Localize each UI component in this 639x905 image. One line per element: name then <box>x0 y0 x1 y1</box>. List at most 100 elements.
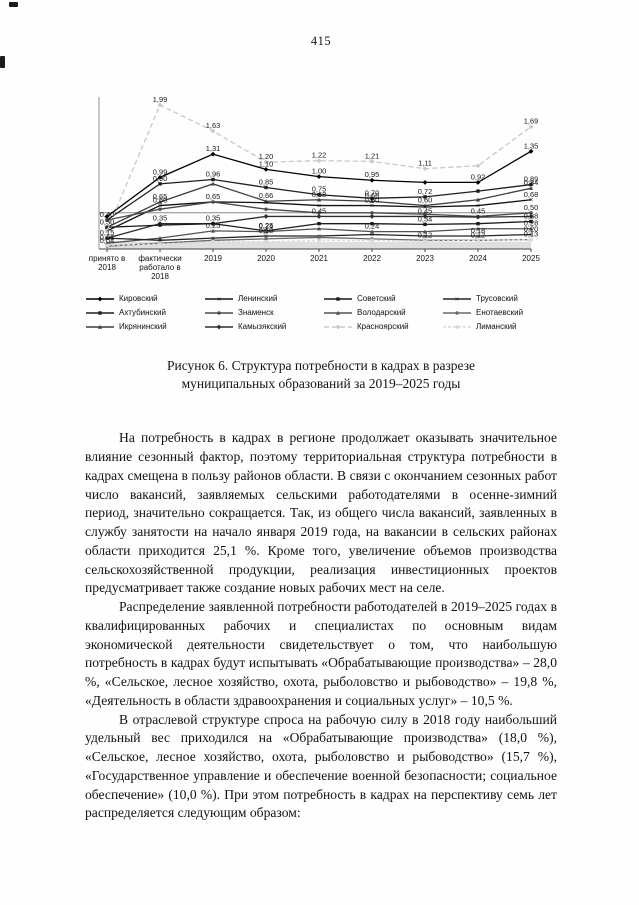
page-number: 415 <box>310 34 332 48</box>
svg-text:0,68: 0,68 <box>524 190 538 199</box>
caption-line: муниципальных образований за 2019–2025 г… <box>181 376 461 392</box>
svg-text:0,18: 0,18 <box>259 226 273 235</box>
svg-text:×: × <box>423 204 427 211</box>
svg-text:0,65: 0,65 <box>206 192 220 201</box>
legend-item: Знаменск <box>204 306 319 319</box>
svg-text:×: × <box>264 200 268 207</box>
legend-label: Лиманский <box>476 322 517 331</box>
legend-item: Икрянинский <box>85 320 200 333</box>
legend-item: × Ленинский <box>204 292 319 305</box>
svg-text:0,12: 0,12 <box>471 230 485 239</box>
svg-text:0,35: 0,35 <box>153 214 167 223</box>
svg-text:0,45: 0,45 <box>418 206 432 215</box>
svg-text:×: × <box>158 203 162 210</box>
legend-swatch-icon <box>324 324 352 329</box>
legend-item: Советский <box>323 292 438 305</box>
svg-text:0,68: 0,68 <box>312 190 326 199</box>
paragraph: В отраслевой структуре спроса на рабочую… <box>85 711 557 821</box>
legend-label: Красноярский <box>357 322 409 331</box>
svg-text:0,66: 0,66 <box>259 191 273 200</box>
legend-item: Кировский <box>85 292 200 305</box>
caption-line: Рисунок 6. Структура потребности в кадра… <box>166 358 476 373</box>
legend-item: Володарский <box>323 306 438 319</box>
svg-text:0,95: 0,95 <box>365 170 379 179</box>
svg-text:1,20: 1,20 <box>259 152 273 161</box>
figure-caption: Рисунок 6. Структура потребности в кадра… <box>85 357 557 393</box>
svg-text:2018: 2018 <box>151 272 169 281</box>
svg-text:0,99: 0,99 <box>153 167 167 176</box>
chart-legend: Кировский Ахтубинский Икрянинский × Ленински… <box>85 292 557 333</box>
svg-text:×: × <box>105 236 109 243</box>
svg-text:0,38: 0,38 <box>524 211 538 220</box>
svg-text:0,25: 0,25 <box>206 221 220 230</box>
body-text: На потребность в кадрах в регионе продол… <box>85 429 557 823</box>
svg-text:×: × <box>529 197 533 204</box>
legend-label: Камызякский <box>238 322 287 331</box>
svg-text:0,96: 0,96 <box>206 170 220 179</box>
line-chart: ××××××××××××××××××0,991,311,101,000,950,… <box>83 87 557 287</box>
svg-text:2018: 2018 <box>98 263 116 272</box>
legend-swatch-icon <box>324 310 352 315</box>
legend-label: Володарский <box>357 308 406 317</box>
svg-text:2020: 2020 <box>257 254 275 263</box>
svg-text:0,30: 0,30 <box>100 217 114 226</box>
svg-text:принято в: принято в <box>89 254 126 263</box>
legend-swatch-icon <box>86 324 114 329</box>
svg-text:0,45: 0,45 <box>471 206 485 215</box>
svg-text:2024: 2024 <box>469 254 487 263</box>
legend-item: × Трусовский <box>442 292 557 305</box>
svg-text:0,24: 0,24 <box>365 222 379 231</box>
svg-text:1,22: 1,22 <box>312 151 326 160</box>
paragraph: На потребность в кадрах в регионе продол… <box>85 430 557 596</box>
svg-text:×: × <box>317 203 321 210</box>
chart-svg: ××××××××××××××××××0,991,311,101,000,950,… <box>89 95 541 281</box>
svg-text:работало в: работало в <box>139 263 180 272</box>
legend-swatch-icon <box>443 324 471 329</box>
legend-swatch-icon <box>205 310 233 315</box>
svg-text:×: × <box>476 203 480 210</box>
svg-text:1,21: 1,21 <box>365 151 379 160</box>
legend-label: Ленинский <box>238 294 278 303</box>
svg-text:0,66: 0,66 <box>365 191 379 200</box>
svg-text:0,24: 0,24 <box>259 222 273 231</box>
svg-text:0,08: 0,08 <box>100 233 114 242</box>
legend-item: Камызякский <box>204 320 319 333</box>
svg-text:×: × <box>217 296 221 303</box>
svg-text:0,28: 0,28 <box>524 219 538 228</box>
svg-text:0,70: 0,70 <box>365 188 379 197</box>
svg-text:2021: 2021 <box>310 254 328 263</box>
legend-swatch-icon: × <box>443 296 471 303</box>
svg-text:2023: 2023 <box>416 254 434 263</box>
svg-text:×: × <box>476 233 480 240</box>
legend-swatch-icon <box>86 310 114 315</box>
legend-item: Красноярский <box>323 320 438 333</box>
figure-6: ××××××××××××××××××0,991,311,101,000,950,… <box>85 87 557 393</box>
scan-artifact <box>0 56 5 68</box>
svg-text:0,92: 0,92 <box>471 172 485 181</box>
legend-label: Советский <box>357 294 396 303</box>
legend-item: Енотаевский <box>442 306 557 319</box>
svg-text:0,85: 0,85 <box>259 177 273 186</box>
svg-text:0,45: 0,45 <box>312 206 326 215</box>
svg-text:0,75: 0,75 <box>312 185 326 194</box>
svg-text:0,60: 0,60 <box>365 196 379 205</box>
svg-text:0,40: 0,40 <box>100 210 114 219</box>
paragraph: Распределение заявленной потребности раб… <box>85 599 557 708</box>
svg-text:1,69: 1,69 <box>524 117 538 126</box>
legend-swatch-icon <box>205 324 233 329</box>
legend-swatch-icon: × <box>205 296 233 303</box>
svg-text:0,20: 0,20 <box>524 225 538 234</box>
svg-text:0,89: 0,89 <box>524 175 538 184</box>
svg-text:×: × <box>455 296 459 303</box>
svg-text:0,13: 0,13 <box>524 230 538 239</box>
legend-swatch-icon <box>324 296 352 301</box>
svg-text:0,50: 0,50 <box>524 203 538 212</box>
svg-text:0,72: 0,72 <box>418 187 432 196</box>
svg-text:2019: 2019 <box>204 254 222 263</box>
svg-text:1,10: 1,10 <box>259 159 273 168</box>
legend-item: Лиманский <box>442 320 557 333</box>
legend-label: Знаменск <box>238 308 274 317</box>
svg-text:×: × <box>370 232 374 239</box>
svg-text:0,25: 0,25 <box>259 221 273 230</box>
